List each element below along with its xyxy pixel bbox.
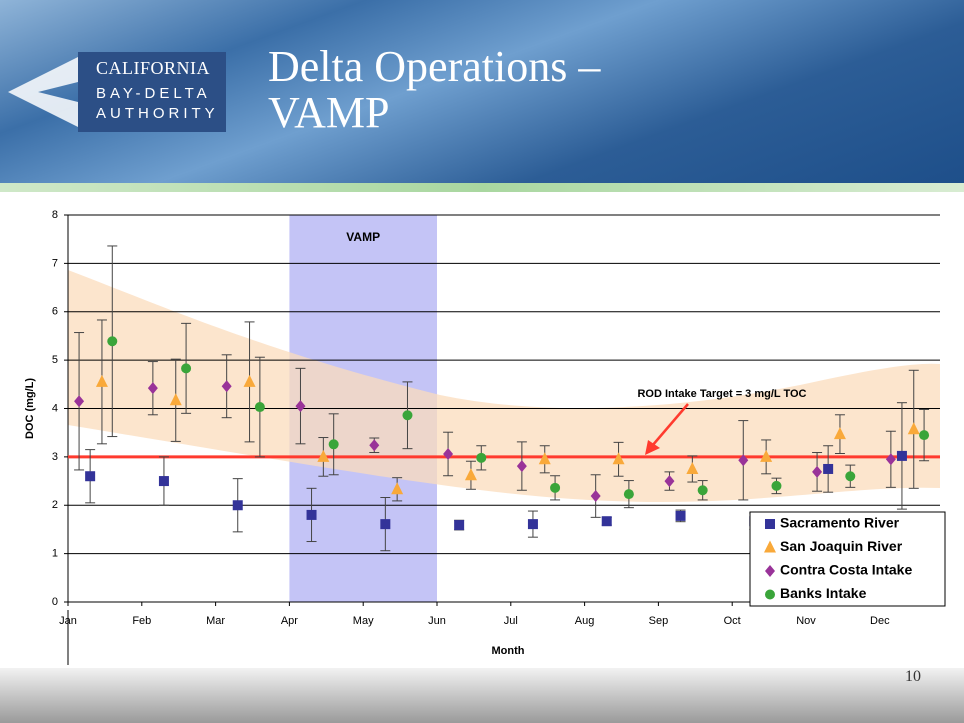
legend-label: Sacramento River <box>780 515 900 531</box>
x-tick-label: Apr <box>281 615 298 627</box>
logo-text: BAY-DELTA <box>96 85 211 102</box>
x-tick-label: Jan <box>59 615 77 627</box>
data-point <box>664 475 675 488</box>
legend-marker <box>765 589 775 600</box>
data-point <box>402 410 413 421</box>
data-point <box>697 485 708 496</box>
y-tick-label: 6 <box>52 306 58 318</box>
data-point <box>95 374 108 387</box>
data-point <box>833 427 846 440</box>
x-tick-label: Sep <box>649 615 669 627</box>
logo-text: AUTHORITY <box>96 105 219 122</box>
data-point <box>516 460 527 473</box>
range-envelope <box>68 270 940 502</box>
y-tick-label: 2 <box>52 499 58 511</box>
data-point <box>601 516 612 527</box>
page-number: 10 <box>905 668 921 685</box>
logo-box <box>78 52 226 132</box>
x-tick-label: Jun <box>428 615 446 627</box>
legend-label: Contra Costa Intake <box>780 562 912 578</box>
data-point <box>812 465 823 478</box>
data-point <box>686 461 699 474</box>
data-point <box>147 382 158 395</box>
data-point <box>369 439 380 452</box>
data-point <box>243 374 256 387</box>
legend-box <box>749 511 946 607</box>
data-point <box>443 447 454 460</box>
x-tick-label: Dec <box>870 615 890 627</box>
data-point <box>317 449 330 462</box>
data-point <box>232 500 243 511</box>
data-point <box>527 519 538 530</box>
data-point <box>823 463 834 474</box>
legend-marker <box>765 519 775 529</box>
data-point <box>181 363 192 374</box>
legend-label: San Joaquin River <box>780 538 903 554</box>
data-point <box>107 336 118 347</box>
title-line: VAMP <box>268 88 390 137</box>
footer <box>0 668 964 723</box>
data-point <box>896 450 907 461</box>
target-arrow <box>651 403 689 447</box>
data-point <box>623 489 634 500</box>
y-axis-label: DOC (mg/L) <box>24 378 36 439</box>
logo-text: CALIFORNIA <box>96 58 211 78</box>
data-point <box>675 510 686 521</box>
data-point <box>476 452 487 463</box>
data-point <box>738 454 749 467</box>
data-point <box>74 395 85 408</box>
y-tick-label: 8 <box>52 209 58 221</box>
y-tick-label: 1 <box>52 548 58 560</box>
data-point <box>306 509 317 520</box>
data-point <box>590 490 601 503</box>
data-point <box>169 393 182 406</box>
x-tick-label: Aug <box>575 615 595 627</box>
x-tick-label: Feb <box>132 615 151 627</box>
x-tick-label: Nov <box>796 615 816 627</box>
data-point <box>919 430 930 441</box>
data-point <box>771 480 782 491</box>
data-point <box>295 400 306 413</box>
data-point <box>845 471 856 482</box>
data-point <box>391 482 404 495</box>
data-point <box>158 476 169 487</box>
legend-marker <box>765 565 775 577</box>
data-point <box>454 520 465 531</box>
data-point <box>612 452 625 465</box>
logo: CALIFORNIA BAY-DELTA AUTHORITY <box>8 52 226 132</box>
y-tick-label: 3 <box>52 451 58 463</box>
data-point <box>907 422 920 435</box>
x-tick-label: Oct <box>724 615 741 627</box>
data-point <box>380 519 391 530</box>
y-tick-label: 0 <box>52 596 58 608</box>
chart: VAMP 0 1 2 3 4 5 6 7 8 Jan Feb Mar Apr May Jun Jul Aug Sep… <box>24 209 946 665</box>
data-point <box>538 452 551 465</box>
legend-marker <box>764 540 776 553</box>
data-point <box>550 482 561 493</box>
target-label: ROD Intake Target = 3 mg/L TOC <box>637 388 806 400</box>
data-point <box>221 380 232 393</box>
x-axis-label: Month <box>492 645 525 657</box>
title-line: Delta Operations – <box>268 42 601 91</box>
data-point <box>760 449 773 462</box>
x-tick-label: Mar <box>206 615 225 627</box>
x-tick-label: Jul <box>504 615 518 627</box>
data-point <box>464 468 477 481</box>
data-point <box>254 402 265 413</box>
span-label: VAMP <box>346 230 380 244</box>
data-point <box>328 439 339 450</box>
logo-mark <box>8 57 78 127</box>
y-tick-label: 4 <box>52 402 58 414</box>
header-stripe <box>0 183 964 192</box>
x-tick-label: May <box>353 615 374 627</box>
y-tick-label: 7 <box>52 257 58 269</box>
slide-title: Delta Operations – VAMP <box>268 44 600 136</box>
target-arrowhead <box>645 440 660 455</box>
y-tick-label: 5 <box>52 354 58 366</box>
legend-label: Banks Intake <box>780 585 867 601</box>
data-point <box>85 471 96 482</box>
data-point <box>885 453 896 466</box>
